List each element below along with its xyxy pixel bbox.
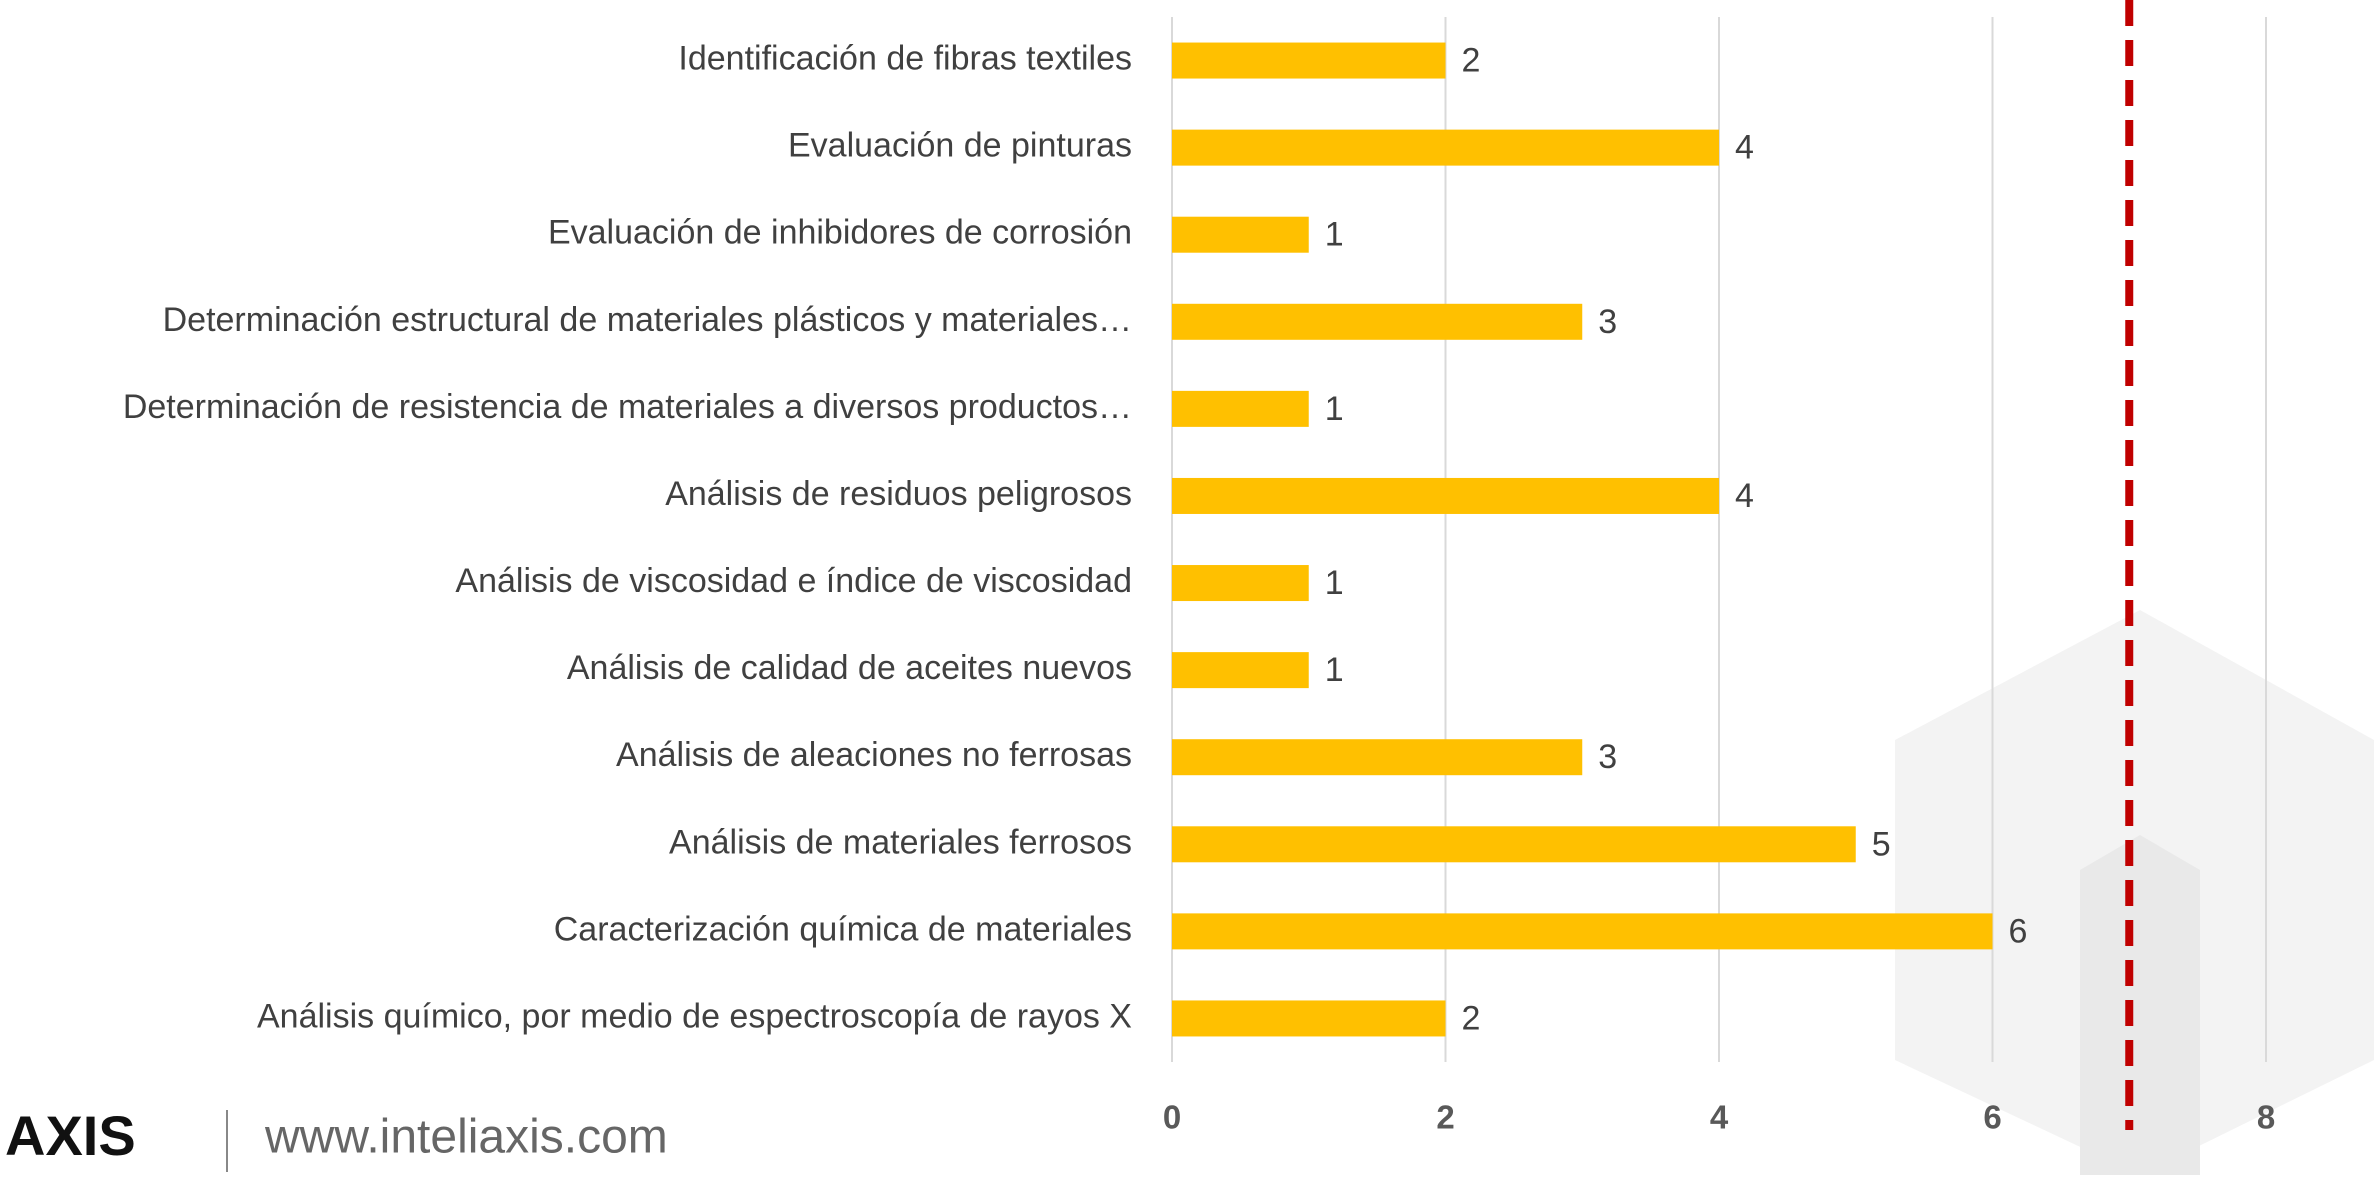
website: www.inteliaxis.com: [264, 1111, 668, 1164]
value-label: 2: [1462, 999, 1481, 1037]
y-tick-label: Análisis de residuos peligrosos: [665, 475, 1132, 513]
value-label: 3: [1598, 738, 1617, 776]
y-tick-label: Identificación de fibras textiles: [678, 40, 1132, 78]
y-tick-label: Análisis de materiales ferrosos: [669, 823, 1132, 861]
value-label: 1: [1325, 564, 1344, 602]
y-tick-label: Determinación de resistencia de material…: [123, 388, 1132, 426]
bar: [1172, 391, 1309, 427]
x-tick-label: 2: [1436, 1099, 1454, 1136]
page: {"chart_data": {"type": "hbar", "categor…: [0, 0, 2374, 1175]
y-tick-label: Caracterización química de materiales: [554, 910, 1132, 948]
bar: [1172, 565, 1309, 601]
y-tick-label: Determinación estructural de materiales …: [163, 301, 1132, 339]
bar: [1172, 130, 1719, 166]
value-label: 4: [1735, 129, 1754, 167]
bar: [1172, 217, 1309, 253]
bar: [1172, 739, 1582, 775]
value-label: 5: [1872, 825, 1891, 863]
value-label: 1: [1325, 390, 1344, 428]
bar: [1172, 43, 1446, 79]
bar: [1172, 826, 1856, 862]
bar: [1172, 478, 1719, 514]
value-label: 2: [1462, 42, 1481, 80]
value-label: 6: [2009, 912, 2028, 950]
bar: [1172, 304, 1582, 340]
y-tick-label: Análisis de calidad de aceites nuevos: [567, 649, 1132, 687]
value-label: 1: [1325, 216, 1344, 254]
y-tick-label: Análisis de viscosidad e índice de visco…: [455, 562, 1132, 600]
bar: [1172, 913, 1993, 949]
x-tick-label: 6: [1983, 1099, 2001, 1136]
value-label: 4: [1735, 477, 1754, 515]
x-tick-label: 8: [2257, 1099, 2275, 1136]
y-tick-label: Evaluación de pinturas: [788, 127, 1132, 165]
chart: 0 2 4 6 8 Identificación de fibras textiles 2 E…: [0, 0, 2374, 1175]
watermark-shape: [2080, 835, 2200, 1175]
x-tick-label: 0: [1163, 1099, 1181, 1136]
y-tick-label: Evaluación de inhibidores de corrosión: [548, 214, 1132, 252]
bar: [1172, 1000, 1446, 1036]
value-label: 3: [1598, 303, 1617, 341]
x-tick-label: 4: [1710, 1099, 1729, 1136]
y-tick-label: Análisis químico, por medio de espectros…: [257, 997, 1132, 1035]
y-tick-label: Análisis de aleaciones no ferrosas: [616, 736, 1132, 774]
logo: AXIS: [5, 1104, 136, 1167]
bar: [1172, 652, 1309, 688]
value-label: 1: [1325, 651, 1344, 689]
watermark: [1895, 610, 2374, 1175]
